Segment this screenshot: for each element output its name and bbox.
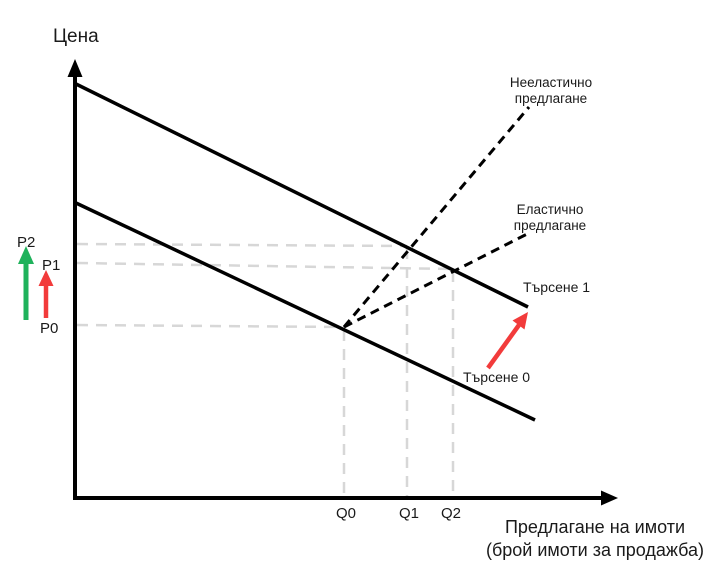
- y-axis-title: Цена: [53, 26, 99, 47]
- guide-line-p0: [76, 323, 345, 329]
- guide-line-p2: [76, 242, 408, 248]
- y-axis-arrowhead-icon: [67, 59, 83, 77]
- demand-curve-1: [75, 82, 529, 309]
- elastic-supply-label-line1: Еластично: [517, 202, 584, 217]
- price-rise-arrow-green-head-icon: [18, 246, 34, 264]
- quantity-label-q0: Q0: [336, 505, 356, 522]
- quantity-label-q1: Q1: [399, 505, 419, 522]
- price-label-p0: P0: [40, 320, 58, 337]
- demand0-label: Търсене 0: [463, 369, 530, 385]
- x-axis-arrowhead-icon: [601, 490, 618, 506]
- guide-line-p1: [76, 261, 454, 271]
- elastic-supply-label-line2: предлагане: [514, 218, 586, 233]
- inelastic-supply-label-line1: Нееластично: [510, 75, 592, 90]
- inelastic-supply-curve: [342, 106, 531, 328]
- price-label-p1: P1: [42, 257, 60, 274]
- price-label-p2: P2: [17, 234, 35, 251]
- quantity-label-q2: Q2: [441, 505, 461, 522]
- price-rise-arrow-red-head-icon: [38, 270, 54, 286]
- x-axis-title-line1: Предлагане на имоти: [505, 517, 685, 537]
- x-axis-title-line2: (брой имоти за продажба): [486, 540, 704, 560]
- demand-shift-arrow-head-icon: [512, 312, 528, 330]
- inelastic-supply-label-line2: предлагане: [515, 91, 587, 106]
- demand-shift-arrow: [486, 323, 521, 370]
- demand-curve-0: [75, 201, 536, 422]
- elastic-supply-curve: [343, 230, 532, 329]
- demand1-label: Търсене 1: [523, 279, 590, 295]
